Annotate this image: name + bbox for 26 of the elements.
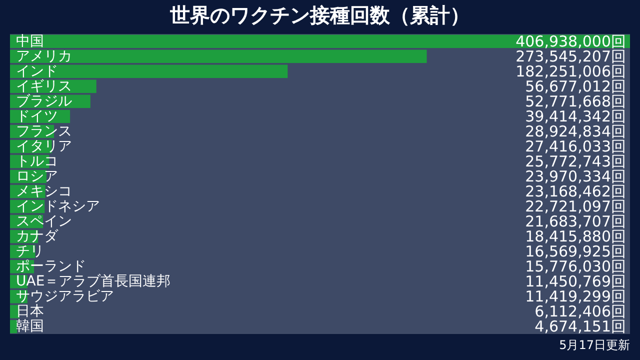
text: 5月17日更新	[559, 338, 630, 352]
y-tick-label: イタリア	[16, 138, 72, 154]
y-tick-label: 韓国	[16, 318, 44, 335]
y-tick-label: ポーランド	[16, 258, 86, 275]
bar	[10, 320, 18, 334]
bar	[10, 34, 630, 48]
bar	[10, 50, 427, 63]
y-tick-label: トルコ	[16, 153, 58, 170]
y-tick-label: カナダ	[16, 228, 59, 245]
y-tick-label: 中国	[16, 33, 44, 50]
y-tick-label: アメリカ	[16, 48, 72, 64]
y-tick-label: ブラジル	[16, 93, 72, 110]
y-tick-label: チリ	[16, 244, 44, 260]
y-tick-label: ドイツ	[16, 108, 58, 124]
y-tick-label: サウジアラビア	[16, 288, 114, 305]
y-tick-label: フランス	[16, 123, 72, 140]
y-tick-label: メキシコ	[16, 184, 72, 200]
y-tick-label: インドネシア	[16, 198, 100, 215]
y-tick-label: 日本	[16, 304, 44, 320]
y-tick-label: インド	[16, 63, 58, 80]
y-tick-label: UAE＝アラブ首長国連邦	[16, 274, 171, 290]
chart-title: 世界のワクチン接種回数（累計）	[169, 3, 470, 27]
y-tick-label: イギリス	[16, 78, 72, 94]
bar	[10, 64, 288, 78]
y-tick-label: ロシア	[16, 168, 58, 184]
y-tick-label: スペイン	[16, 214, 72, 230]
